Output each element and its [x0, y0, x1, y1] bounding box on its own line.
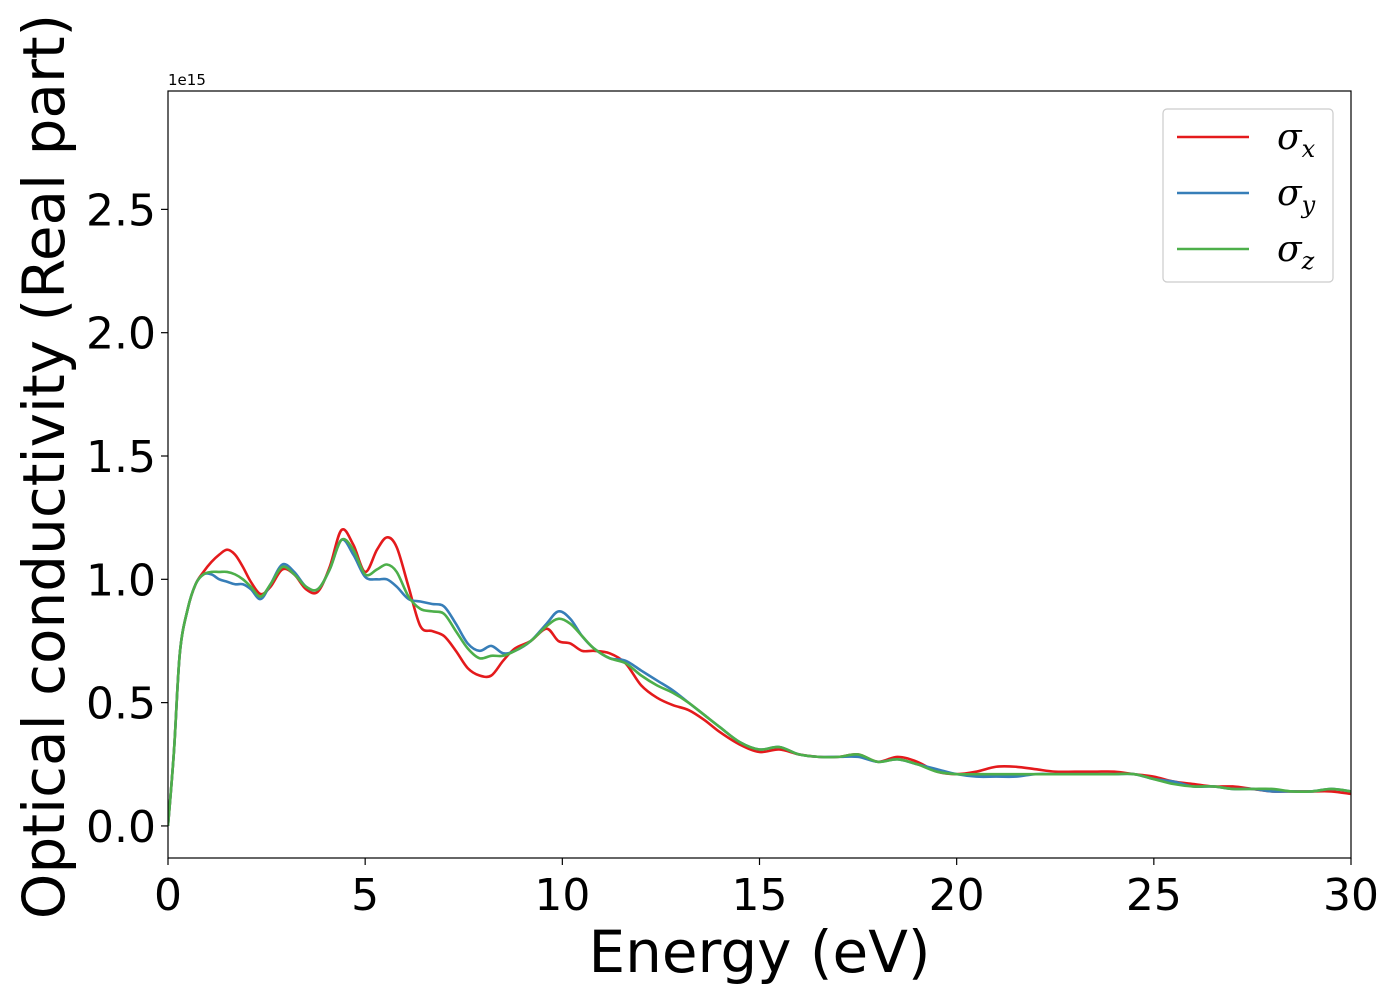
y-tick-label: 1.0: [86, 555, 156, 606]
legend-box: [1162, 108, 1334, 283]
legend-label-y: σy: [1277, 173, 1316, 219]
plot-lines: [168, 527, 1351, 827]
x-axis-title: Energy (eV): [588, 918, 930, 986]
legend-label-z: σz: [1277, 229, 1315, 275]
x-tick-label: 10: [534, 870, 590, 921]
x-tick-label: 15: [732, 870, 788, 921]
x-tick-label: 0: [154, 870, 182, 921]
legend: σx σy σz: [1162, 108, 1334, 283]
x-tick-label: 30: [1323, 870, 1379, 921]
series-line-z: [168, 537, 1351, 827]
y-tick-label: 0.0: [86, 802, 156, 853]
y-tick-label: 0.5: [86, 679, 156, 730]
legend-label-x: σx: [1277, 117, 1316, 163]
y-tick-label: 1.5: [86, 432, 156, 483]
x-tick-label: 5: [351, 870, 379, 921]
x-tick-label: 20: [929, 870, 985, 921]
y-axis-title: Optical conductivity (Real part): [10, 14, 78, 919]
y-tick-label: 2.5: [86, 185, 156, 236]
y-axis-offset-label: 1e15: [168, 71, 206, 89]
x-tick-label: 25: [1126, 870, 1182, 921]
x-axis-ticks: 0 5 10 15 20 25 30: [154, 858, 1379, 921]
y-axis-ticks: 0.0 0.5 1.0 1.5 2.0 2.5: [86, 185, 168, 853]
y-tick-label: 2.0: [86, 309, 156, 360]
